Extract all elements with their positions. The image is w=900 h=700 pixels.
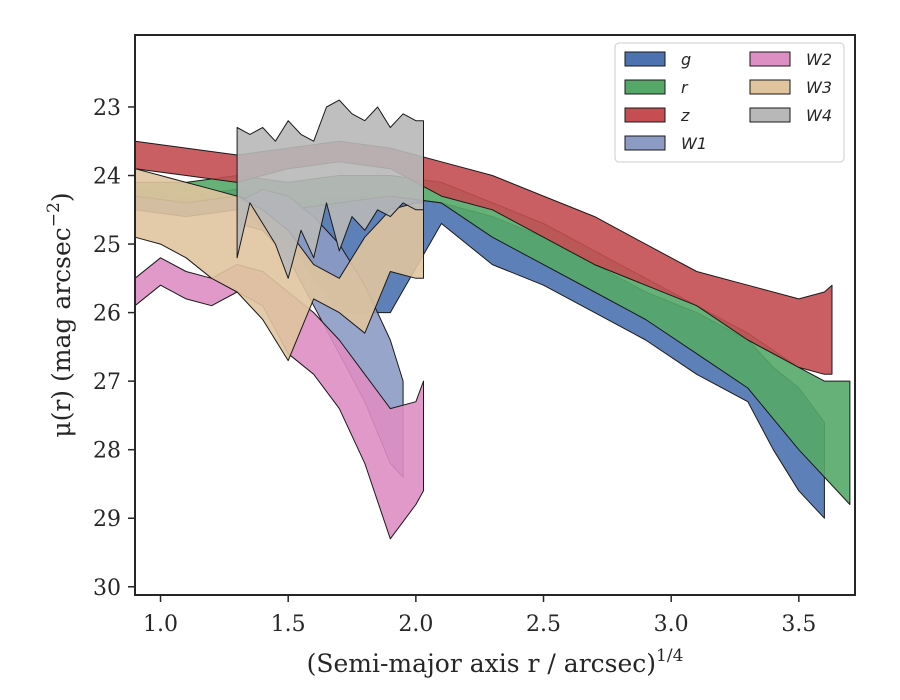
legend-swatch-w3 — [749, 79, 791, 95]
legend-box — [614, 42, 845, 163]
y-tick-label: 30 — [93, 576, 121, 601]
y-axis-ticks: 23 24 25 26 27 28 29 30 — [93, 96, 135, 601]
legend-swatch-w2 — [749, 51, 791, 67]
y-tick-label: 24 — [93, 165, 121, 190]
legend-swatch-w1 — [624, 135, 666, 151]
legend-swatch-r — [624, 79, 666, 95]
x-tick-label: 2.5 — [526, 612, 561, 637]
legend-label-z: z — [680, 106, 690, 125]
legend-label-r: r — [681, 78, 689, 97]
legend-swatch-g — [624, 51, 666, 67]
y-tick-label: 26 — [93, 302, 121, 327]
series-bands — [134, 99, 851, 540]
legend-label-w1: W1 — [681, 134, 707, 153]
legend: grz W1 W2 W3 W4 — [614, 42, 845, 163]
y-axis-label-text: μ(r) (mag arcsec — [47, 227, 76, 437]
legend-label-g: g — [681, 50, 691, 69]
y-axis-label: μ(r) (mag arcsec−2) — [44, 192, 76, 437]
y-tick-label: 28 — [93, 439, 121, 464]
y-tick-label: 27 — [93, 370, 121, 395]
legend-swatch-z — [624, 107, 666, 123]
x-axis-label-exponent: 1/4 — [656, 646, 683, 666]
y-tick-label: 29 — [93, 507, 121, 532]
x-tick-label: 2.0 — [398, 612, 433, 637]
legend-items: grz W1 W2 W3 W4 — [624, 50, 832, 153]
legend-label-w2: W2 — [806, 50, 832, 69]
x-axis-ticks: 1.0 1.5 2.0 2.5 3.0 3.5 — [143, 595, 816, 637]
series-band-w4 — [236, 99, 424, 279]
y-tick-label: 23 — [93, 96, 121, 121]
legend-label-w3: W3 — [806, 78, 832, 97]
y-axis-label-close: ) — [47, 192, 76, 202]
y-axis-label-exponent: −2 — [44, 202, 64, 227]
x-tick-label: 3.0 — [654, 612, 689, 637]
x-tick-label: 1.5 — [271, 612, 306, 637]
x-axis-label-text: (Semi-major axis r / arcsec) — [307, 649, 656, 678]
plot-frame — [134, 34, 856, 596]
legend-swatch-w4 — [749, 107, 791, 123]
legend-label-w4: W4 — [806, 106, 832, 125]
y-tick-label: 25 — [93, 233, 121, 258]
x-axis-label: (Semi-major axis r / arcsec)1/4 — [307, 646, 684, 678]
x-tick-label: 1.0 — [143, 612, 178, 637]
x-tick-label: 3.5 — [781, 612, 816, 637]
